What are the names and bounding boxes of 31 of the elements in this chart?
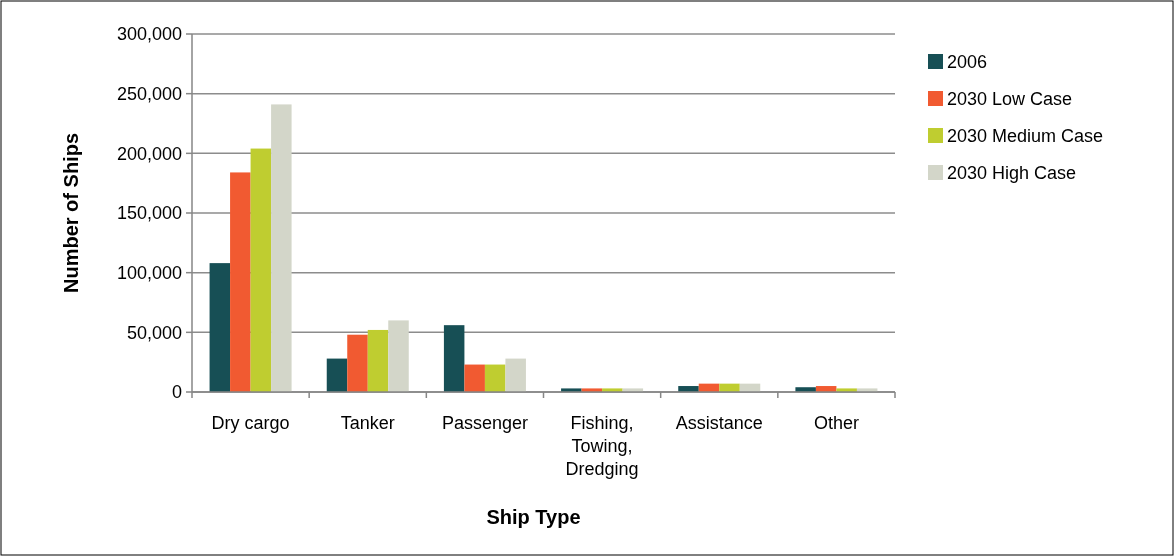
bar bbox=[505, 358, 526, 392]
legend-label: 2030 Medium Case bbox=[947, 126, 1104, 147]
y-tick-label: 100,000 bbox=[116, 262, 182, 283]
bar bbox=[367, 329, 389, 392]
x-tick-label: Dry cargo bbox=[211, 413, 290, 433]
y-tick-label: 300,000 bbox=[116, 24, 182, 45]
y-tick-label: 250,000 bbox=[116, 83, 182, 104]
bar bbox=[326, 358, 348, 392]
x-tick-label: Fishing, Towing, Dredging bbox=[565, 413, 639, 479]
bar bbox=[347, 334, 368, 392]
bar bbox=[388, 320, 409, 392]
y-tick-label: 200,000 bbox=[116, 143, 182, 164]
legend-label: 2006 bbox=[947, 52, 988, 73]
legend-label: 2030 Low Case bbox=[947, 89, 1073, 110]
x-axis-title: Ship Type bbox=[486, 506, 581, 528]
x-tick-label: Other bbox=[813, 413, 859, 433]
y-tick-label: 0 bbox=[171, 382, 182, 403]
x-tick-label: Tanker bbox=[340, 413, 395, 433]
y-axis-title: Number of Ships bbox=[60, 132, 82, 294]
bar bbox=[271, 104, 292, 392]
bar bbox=[484, 364, 506, 392]
bar bbox=[250, 148, 272, 392]
bar bbox=[230, 172, 251, 392]
y-tick-label: 50,000 bbox=[126, 322, 182, 343]
legend-label: 2030 High Case bbox=[947, 163, 1077, 184]
bar bbox=[209, 263, 231, 392]
y-tick-label: 150,000 bbox=[116, 203, 182, 224]
x-tick-label: Passenger bbox=[441, 413, 528, 433]
x-tick-label: Assistance bbox=[675, 413, 763, 433]
bar bbox=[464, 364, 485, 392]
bar bbox=[443, 325, 465, 392]
